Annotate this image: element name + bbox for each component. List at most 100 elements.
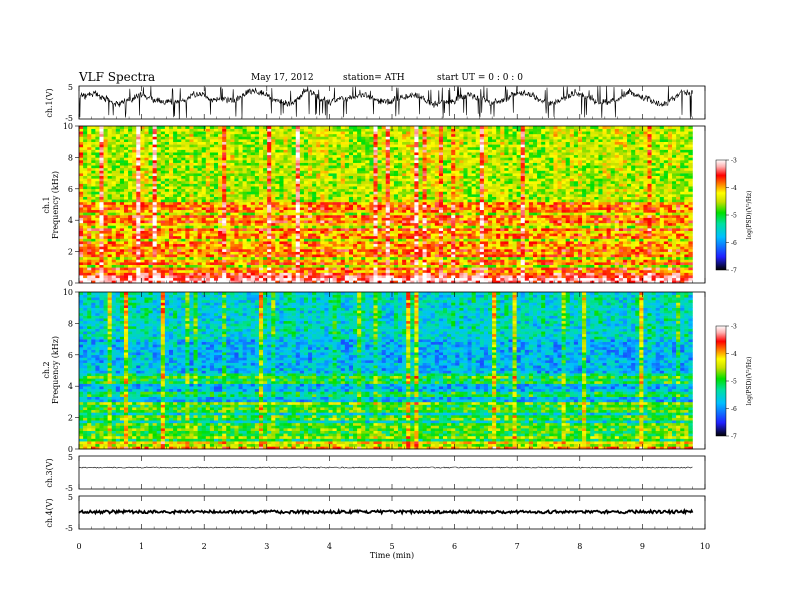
spec1-cell [291, 241, 297, 245]
spec1-cell [222, 256, 227, 260]
spec1-cell [291, 201, 297, 205]
spec1-cell [128, 214, 133, 218]
spec1-cell [377, 199, 382, 203]
spec1-cell [303, 201, 309, 205]
spec1-cell [152, 214, 158, 218]
spec1-cell [103, 267, 108, 271]
spec1-cell [508, 233, 513, 237]
spec1-cell [320, 254, 325, 258]
spec1-cell [336, 222, 342, 226]
spec1-cell [119, 214, 125, 218]
spec1-cell [377, 246, 382, 250]
spec1-cell [496, 259, 501, 263]
spec1-cell [369, 199, 374, 203]
spec1-cell [128, 207, 133, 211]
spec1-cell [144, 233, 149, 237]
spec1-cell [508, 277, 513, 281]
spec1-cell [246, 212, 252, 216]
spec1-cell [516, 212, 522, 216]
spec1-cell [79, 277, 84, 281]
spec1-cell [541, 262, 546, 265]
spec1-cell [406, 217, 411, 221]
spec1-cell [524, 251, 530, 255]
spec1-cell [197, 256, 202, 260]
spec1-cell [447, 220, 452, 224]
spec1-cell [631, 241, 636, 245]
spec1-cell [565, 269, 571, 273]
spec1-cell [406, 228, 411, 231]
spec1-cell [455, 256, 460, 260]
spec1-cell [492, 254, 497, 258]
spec1-cell [287, 209, 292, 213]
spec1-cell [201, 230, 207, 234]
spec1-cell [463, 256, 468, 260]
spec1-cell [132, 201, 137, 205]
spec1-cell [95, 262, 100, 265]
spec1-cell [426, 262, 432, 265]
spec1-cell [328, 264, 333, 268]
spec1-cell [553, 214, 558, 218]
spec1-cell [95, 194, 100, 197]
spec1-cell [173, 228, 178, 231]
spec1-cell [185, 256, 190, 260]
spec1-cell [164, 241, 170, 245]
spec1-cell [275, 272, 280, 276]
spec1-cell [291, 280, 297, 284]
spec1-cell [422, 214, 427, 218]
spec1-cell [672, 262, 677, 265]
spec1-cell [398, 264, 403, 268]
spec1-cell [430, 207, 436, 211]
spec1-cell [598, 238, 603, 242]
spec1-cell [594, 217, 599, 221]
spec1-cell [557, 230, 562, 234]
spec1-cell [144, 217, 149, 221]
spec1-cell [320, 248, 325, 252]
spec1-cell [655, 262, 661, 265]
spec1-cell [103, 272, 108, 276]
spec1-cell [651, 254, 656, 258]
spec1-cell [95, 214, 100, 218]
spec1-cell [111, 267, 117, 271]
spec1-cell [95, 251, 100, 255]
spec1-cell [492, 196, 497, 200]
spec1-cell [410, 259, 415, 263]
spec1-cell [123, 212, 129, 216]
spec1-cell [659, 280, 665, 284]
spec1-cell [659, 204, 665, 208]
spec1-cell [164, 238, 170, 242]
spec1-cell [443, 275, 448, 279]
spec1-cell [353, 212, 358, 216]
spec1-cell [373, 272, 378, 276]
spec1-cell [438, 220, 444, 224]
spec1-cell [561, 220, 566, 224]
spec1-cell [357, 267, 362, 271]
spec1-cell [643, 230, 648, 234]
spec1-cell [340, 243, 346, 247]
spec1-cell [447, 262, 452, 265]
spec1-cell [532, 235, 538, 239]
spec1-cell [463, 222, 468, 226]
spec1-cell [168, 222, 174, 226]
spec1-cell [443, 254, 448, 258]
spec1-cell [647, 275, 652, 279]
spec1-cell [254, 267, 260, 271]
spec1-cell [209, 246, 215, 250]
spec1-cell [594, 246, 599, 250]
spec1-cell [246, 254, 252, 258]
spec1-cell [238, 217, 243, 221]
spec1-cell [369, 235, 374, 239]
spec1-cell [148, 251, 153, 255]
spec1-cell [590, 196, 595, 200]
spec1-cell [91, 199, 96, 203]
spec1-cell [426, 248, 432, 252]
spec1-cell [467, 275, 472, 279]
spec1-cell [655, 222, 661, 226]
spec1-cell [250, 233, 256, 237]
spec1-cell [455, 280, 460, 284]
spec1-cell [487, 275, 493, 279]
spec1-cell [103, 199, 108, 203]
spec1-cell [222, 222, 227, 226]
spec1-cell [209, 194, 215, 197]
spec1-cell [279, 228, 284, 231]
spec1-cell [516, 204, 522, 208]
